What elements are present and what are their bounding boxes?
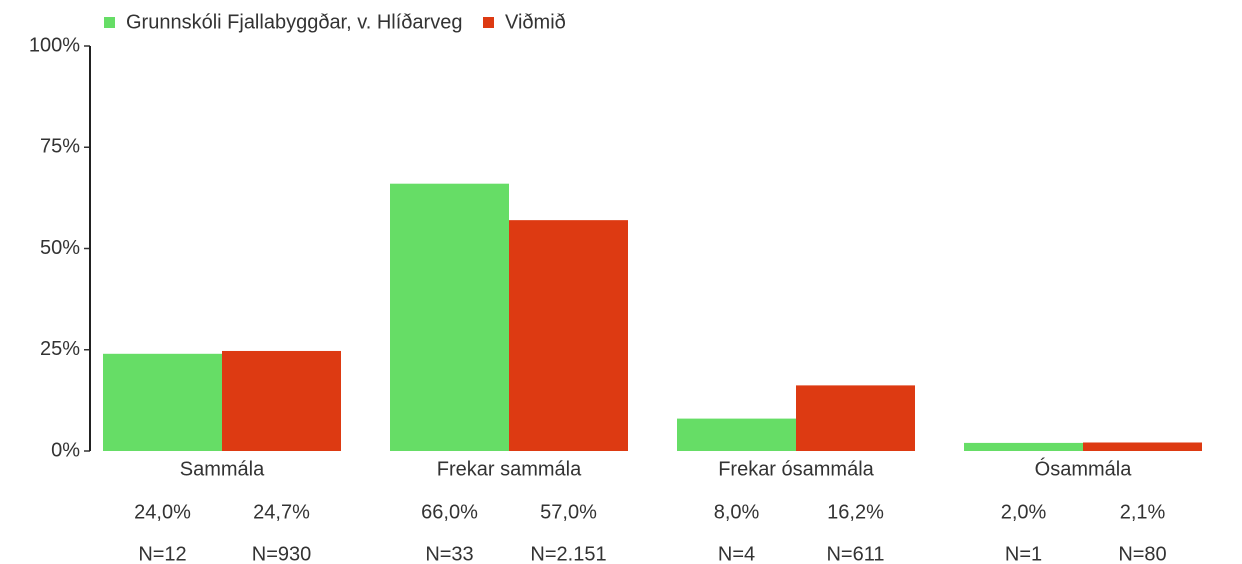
bar — [796, 385, 915, 451]
n-label: N=611 — [826, 543, 884, 564]
value-label: 57,0% — [540, 501, 597, 523]
legend-swatch — [104, 17, 115, 28]
value-label: 24,0% — [134, 501, 191, 523]
n-label: N=930 — [252, 543, 312, 564]
bar — [509, 220, 628, 451]
n-label: N=4 — [718, 543, 755, 564]
value-label: 66,0% — [421, 501, 478, 523]
legend-swatch — [483, 17, 494, 28]
x-tick-label: Sammála — [180, 458, 265, 480]
y-tick-label: 100% — [29, 34, 80, 56]
x-tick-label: Frekar sammála — [437, 458, 582, 480]
value-label: 8,0% — [714, 501, 760, 523]
bar — [964, 442, 1083, 451]
x-tick-label: Ósammála — [1035, 457, 1133, 480]
value-label: 16,2% — [827, 501, 884, 523]
bar — [222, 350, 341, 451]
bar — [677, 418, 796, 451]
bar — [390, 183, 509, 451]
bar — [1083, 442, 1202, 451]
legend-label: Viðmið — [505, 11, 566, 33]
y-tick-label: 75% — [40, 136, 80, 158]
bar — [103, 353, 222, 451]
y-tick-label: 25% — [40, 338, 80, 360]
n-label: N=2.151 — [530, 543, 606, 564]
x-tick-label: Frekar ósammála — [718, 458, 874, 480]
value-label: 24,7% — [253, 501, 310, 523]
legend-label: Grunnskóli Fjallabyggðar, v. Hlíðarveg — [126, 11, 462, 33]
n-label: N=33 — [425, 543, 473, 564]
n-label: N=80 — [1118, 543, 1166, 564]
y-tick-label: 0% — [51, 439, 80, 461]
value-label: 2,0% — [1001, 501, 1047, 523]
y-tick-label: 50% — [40, 237, 80, 259]
value-label: 2,1% — [1120, 501, 1166, 523]
n-label: N=1 — [1005, 543, 1042, 564]
n-label: N=12 — [138, 543, 186, 564]
